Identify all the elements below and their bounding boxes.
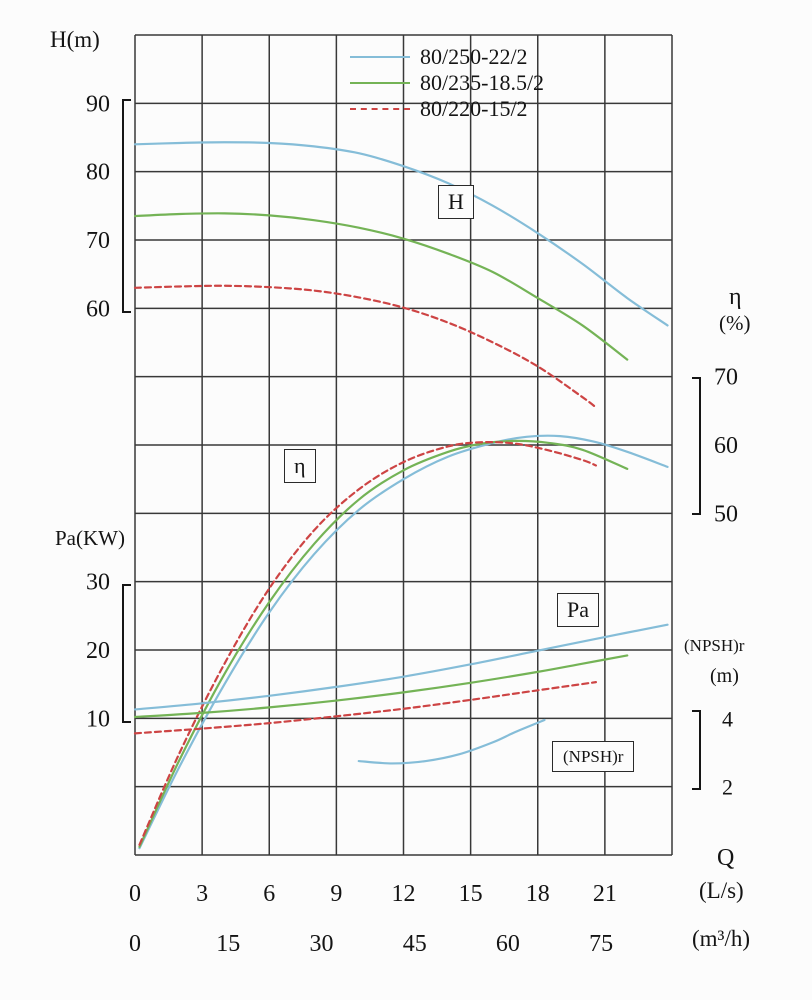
- tick-label: 18: [526, 881, 550, 907]
- eta-scale-bracket: [692, 377, 701, 515]
- tick-label: 70: [714, 365, 738, 391]
- tick-label: 30: [309, 931, 333, 957]
- curve-eta-80-235: [138, 439, 629, 848]
- tick-label: 12: [392, 881, 416, 907]
- curve-eta-80-220: [138, 440, 598, 846]
- tick-label: 15: [216, 931, 240, 957]
- legend-item: 80/220-15/2: [350, 96, 544, 122]
- curve-npshr: [357, 718, 546, 765]
- h-axis-title: H(m): [50, 27, 100, 52]
- tick-label: 60: [86, 296, 110, 322]
- curve-h-80-250: [133, 141, 669, 327]
- tick-label: 80: [86, 160, 110, 186]
- tick-label: 6: [263, 881, 275, 907]
- curve-label-eta: η: [284, 449, 316, 483]
- tick-label: 45: [403, 931, 427, 957]
- eta-axis-unit: (%): [719, 311, 751, 335]
- curve-pa-80-220: [133, 681, 598, 735]
- pa-axis-title: Pa(KW): [55, 526, 125, 550]
- legend-item: 80/250-22/2: [350, 44, 544, 70]
- tick-label: 2: [722, 775, 733, 800]
- tick-label: 3: [196, 881, 208, 907]
- pa-scale-bracket: [122, 584, 131, 723]
- legend-label: 80/250-22/2: [420, 44, 528, 69]
- curve-pa-80-235: [133, 654, 629, 719]
- tick-label: 30: [86, 570, 110, 596]
- legend-label: 80/235-18.5/2: [420, 70, 545, 95]
- curve-label-pa: Pa: [557, 593, 599, 627]
- tick-label: 15: [459, 881, 483, 907]
- tick-label: 20: [86, 638, 110, 664]
- eta-axis-title: η: [729, 284, 742, 310]
- q-axis-unit-m3h: (m³/h): [692, 926, 750, 951]
- legend-swatch-blue: [350, 56, 410, 58]
- tick-label: 60: [714, 433, 738, 459]
- q-axis-title: Q: [717, 845, 735, 871]
- tick-label: 9: [330, 881, 342, 907]
- tick-label: 50: [714, 501, 738, 527]
- tick-label: 0: [129, 931, 141, 957]
- tick-label: 75: [589, 931, 613, 957]
- legend-item: 80/235-18.5/2: [350, 70, 544, 96]
- curve-pa-80-250: [133, 623, 669, 711]
- tick-label: 4: [722, 706, 733, 731]
- q-axis-unit-ls: (L/s): [699, 878, 744, 903]
- tick-label: 70: [86, 228, 110, 254]
- curve-label-h: H: [438, 185, 474, 219]
- curve-label-npsh: (NPSH)r: [552, 741, 635, 773]
- legend-label: 80/220-15/2: [420, 96, 528, 121]
- npsh-scale-bracket: [692, 710, 701, 790]
- tick-label: 10: [86, 706, 110, 732]
- curve-h-80-220: [133, 284, 598, 409]
- tick-label: 21: [593, 881, 617, 907]
- legend: 80/250-22/2 80/235-18.5/2 80/220-15/2: [350, 44, 544, 122]
- npsh-axis-title: (NPSH)r: [684, 636, 745, 655]
- legend-swatch-red: [350, 108, 410, 110]
- legend-swatch-green: [350, 82, 410, 84]
- tick-label: 60: [496, 931, 520, 957]
- curve-eta-80-250: [138, 434, 669, 850]
- tick-label: 0: [129, 881, 141, 907]
- npsh-axis-unit: (m): [710, 665, 739, 687]
- tick-label: 90: [86, 91, 110, 117]
- curve-h-80-235: [133, 212, 629, 361]
- h-scale-bracket: [122, 99, 131, 313]
